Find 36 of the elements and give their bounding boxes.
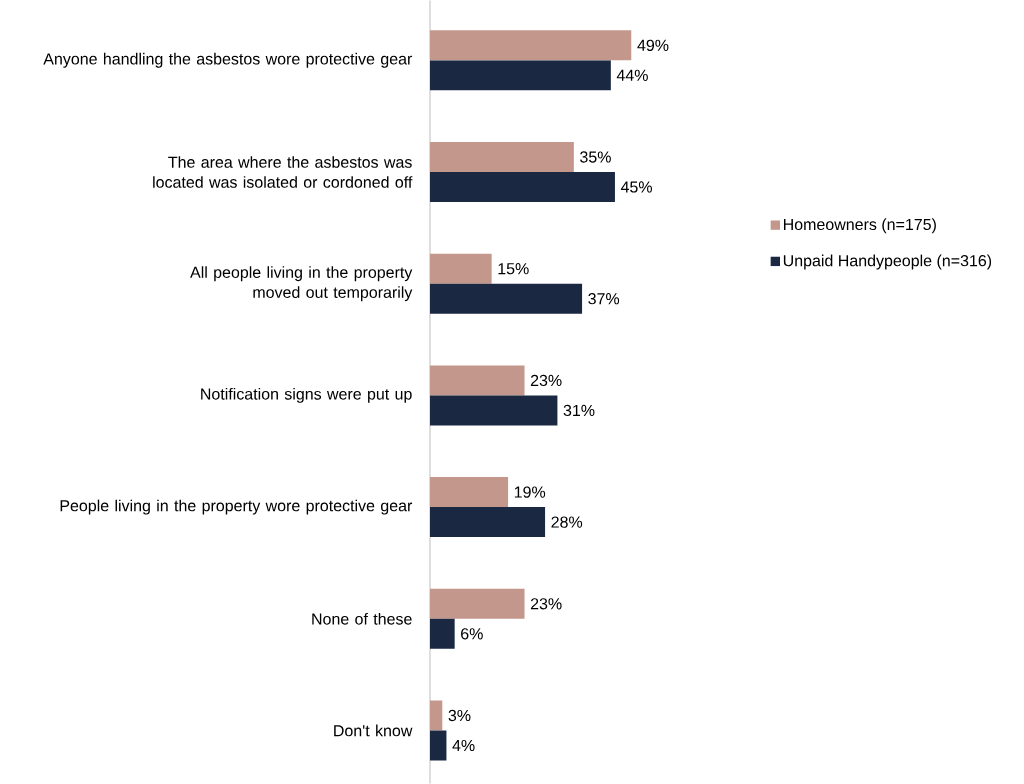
data-label: 31%	[563, 404, 595, 417]
bar	[430, 253, 492, 284]
data-label: 23%	[530, 598, 562, 610]
y-tick-label: Don't know	[334, 724, 413, 737]
data-label: 45%	[620, 181, 652, 193]
y-tick-label: Notification signs were put up	[201, 387, 412, 403]
bar	[430, 171, 615, 202]
bar	[430, 477, 509, 508]
data-label: 3%	[448, 709, 471, 722]
data-label: 35%	[580, 151, 611, 163]
y-tick-label: Anyone handling the asbestos wore protective gear	[43, 52, 413, 68]
bar	[430, 141, 574, 172]
data-label: 19%	[514, 486, 546, 498]
bar	[430, 60, 611, 91]
y-tick-label: None of these	[312, 612, 412, 625]
bar	[430, 507, 546, 538]
y-tick-label: People living in the property wore protective gear	[60, 499, 413, 515]
bar	[430, 395, 558, 426]
bar	[430, 365, 525, 396]
bar	[430, 730, 447, 761]
data-label: 4%	[452, 739, 475, 752]
data-label: 28%	[551, 516, 583, 528]
data-label: 37%	[588, 293, 620, 305]
y-tick-label: All people living in the property moved out temporarily	[190, 266, 413, 302]
bar	[430, 588, 525, 619]
legend-label: Unpaid Handypeople (n=316)	[783, 254, 992, 270]
bar	[430, 618, 455, 649]
data-label: 23%	[530, 374, 562, 387]
data-label: 49%	[637, 39, 669, 51]
bar	[430, 30, 632, 61]
data-label: 44%	[616, 69, 648, 81]
data-label: 15%	[498, 263, 529, 275]
legend-label: Homeowners (n=175)	[783, 218, 936, 234]
y-tick-label: The area where the asbestos was located was isolated or cordoned off	[153, 156, 413, 188]
data-label: 6%	[461, 628, 483, 640]
bar	[430, 283, 583, 314]
